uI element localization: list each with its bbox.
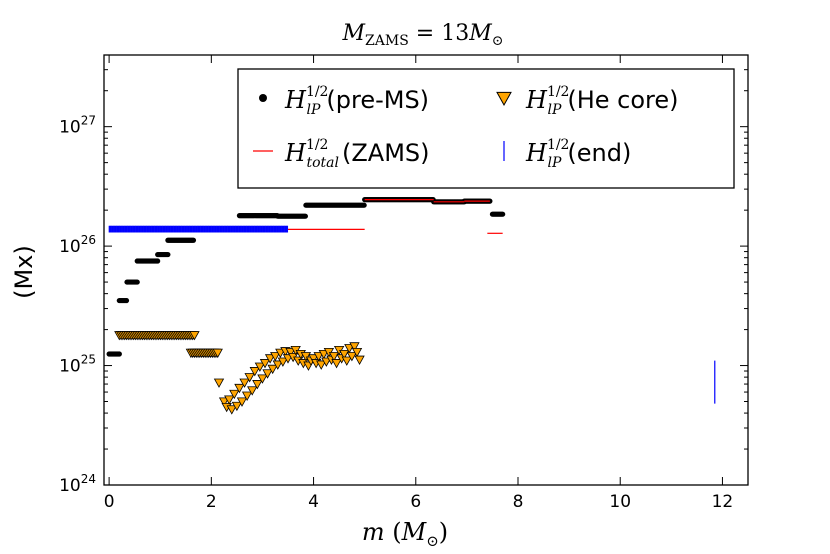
series-triangle-down: [114, 331, 365, 415]
legend-marker: [496, 91, 512, 107]
he-core-point: [300, 352, 312, 362]
he-core-point: [234, 383, 245, 394]
he-core-point: [272, 360, 283, 370]
he-core-point: [346, 352, 358, 362]
pre-ms-point: [123, 297, 130, 304]
he-core-point: [328, 352, 340, 362]
he-core-point: [252, 380, 263, 390]
y-tick-label: 1026: [59, 233, 96, 257]
y-axis-label: (Mx): [10, 245, 38, 299]
series-dot: [106, 197, 506, 357]
he-core-point: [189, 331, 200, 341]
legend-marker: [259, 94, 267, 102]
pre-ms-point: [500, 211, 506, 217]
he-core-point: [231, 401, 243, 412]
series-hline: [288, 199, 503, 234]
he-core-point: [236, 397, 248, 407]
chart-title: MZAMS = 13M⊙: [342, 21, 504, 49]
he-core-point: [308, 354, 319, 364]
y-tick-label: 1025: [59, 353, 96, 377]
pre-ms-point: [165, 251, 171, 258]
pre-ms-point: [134, 279, 140, 285]
legend-entry: H1/2 lP (pre-MS): [259, 84, 429, 118]
x-tick-label: 10: [609, 492, 631, 512]
he-core-point: [226, 405, 237, 415]
he-core-point: [241, 391, 253, 401]
plot-area: [103, 54, 749, 486]
legend-entry: H1/2 lP (He core): [496, 84, 679, 118]
y-tick-label: 1027: [59, 114, 96, 138]
legend-entry: H1/2 lP (end): [503, 137, 631, 171]
he-core-point: [354, 355, 365, 366]
he-core-point: [331, 359, 342, 369]
x-tick-label: 12: [712, 492, 734, 512]
he-core-point: [339, 349, 350, 360]
data-layer: [106, 197, 716, 415]
he-core-point: [285, 347, 296, 358]
x-tick-label: 8: [513, 492, 524, 512]
he-core-point: [218, 397, 230, 407]
he-core-point: [270, 352, 281, 362]
he-core-point: [341, 356, 352, 366]
axis-ticks: 0 2 4 6 8 10 12 1024 1025 1026 1027: [59, 55, 748, 512]
he-core-point: [257, 374, 268, 384]
series-vline: [108, 225, 716, 404]
legend-label: H1/2 lP (pre-MS): [284, 84, 429, 118]
he-core-point: [318, 349, 329, 360]
he-core-point: [229, 389, 240, 400]
he-core-point: [239, 378, 250, 388]
legend-box: [237, 68, 735, 189]
he-core-point: [249, 367, 260, 377]
he-core-point: [349, 342, 360, 352]
legend-label: H1/2 lP (end): [525, 137, 631, 171]
he-core-point: [259, 359, 271, 369]
pre-ms-point: [302, 213, 308, 219]
he-core-point: [262, 369, 273, 379]
he-core-point: [313, 352, 324, 362]
pre-ms-point: [361, 202, 367, 208]
he-core-point: [321, 357, 332, 367]
he-core-point: [247, 386, 258, 396]
legend-label: H1/2 total (ZAMS): [284, 137, 430, 171]
x-tick-label: 0: [104, 492, 115, 512]
x-tick-label: 2: [206, 492, 217, 512]
he-core-point: [344, 344, 355, 354]
y-tick-label: 1024: [59, 472, 96, 496]
he-core-point: [224, 395, 235, 405]
legend: H1/2 lP (pre-MS) H1/2 lP (He core) H1/2 total (Z…: [253, 84, 679, 171]
x-tick-label: 4: [308, 492, 319, 512]
pre-ms-point: [190, 237, 197, 243]
he-core-point: [267, 364, 278, 375]
he-core-point: [316, 360, 327, 370]
legend-label: H1/2 lP (He core): [525, 84, 679, 118]
he-core-point: [213, 378, 225, 388]
he-core-point: [254, 362, 266, 372]
x-tick-label: 6: [410, 492, 421, 512]
legend-entry: H1/2 total (ZAMS): [253, 137, 430, 171]
x-axis-label: m (M⊙): [362, 518, 448, 550]
he-core-point: [277, 357, 289, 367]
pre-ms-point: [116, 351, 122, 357]
he-core-point: [212, 348, 223, 359]
he-core-point: [244, 373, 255, 383]
he-core-point: [264, 354, 276, 364]
pre-ms-point: [155, 258, 161, 264]
he-core-point: [351, 347, 363, 358]
